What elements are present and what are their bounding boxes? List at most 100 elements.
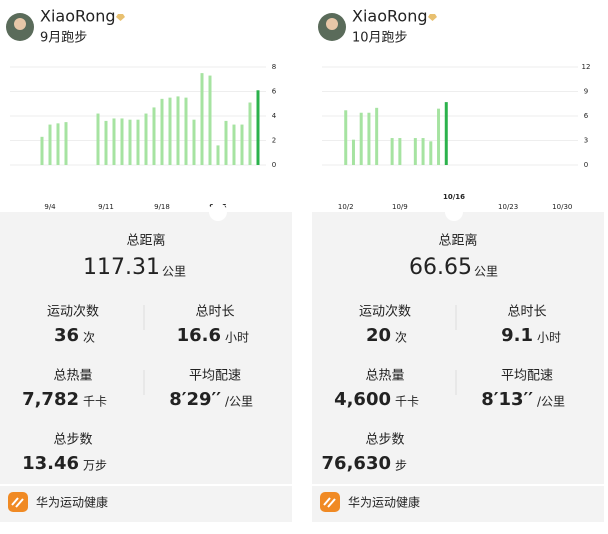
bar xyxy=(248,102,252,165)
bar xyxy=(184,97,188,165)
app-logo-mark xyxy=(11,497,24,508)
x-tick-label: 10/23 xyxy=(498,203,518,211)
x-tick-label: 10/16 xyxy=(443,193,465,201)
total-value: 117.31 xyxy=(83,255,160,280)
x-tick-label: 10/30 xyxy=(552,203,572,211)
bar xyxy=(104,120,108,165)
stat-unit: /公里 xyxy=(225,395,253,409)
y-tick-label: 12 xyxy=(582,63,591,71)
stat-label: 总步数 xyxy=(365,433,404,448)
y-tick-label: 4 xyxy=(272,112,277,120)
y-tick-label: 6 xyxy=(272,88,277,96)
bar xyxy=(136,119,140,165)
bar xyxy=(224,120,228,165)
stat-value: 20 xyxy=(366,325,391,346)
stat-label: 总热量 xyxy=(53,369,92,384)
bar xyxy=(375,107,379,165)
app-name: 华为运动健康 xyxy=(36,495,108,510)
bar xyxy=(64,122,68,165)
bar xyxy=(216,145,220,165)
bar xyxy=(390,138,394,165)
bar xyxy=(421,138,425,165)
bar xyxy=(351,139,355,165)
total-label: 总距离 xyxy=(438,233,477,249)
bar xyxy=(444,102,448,165)
stat-value: 16.6 xyxy=(177,325,221,346)
bar xyxy=(344,110,348,165)
stat-label: 运动次数 xyxy=(47,304,99,320)
stat-value: 13.46 xyxy=(22,453,79,474)
bar xyxy=(398,138,402,165)
stat-unit: 千卡 xyxy=(83,395,107,409)
stat-label: 平均配速 xyxy=(189,369,241,384)
bar xyxy=(240,124,244,165)
bar xyxy=(208,75,212,165)
bar xyxy=(176,96,180,165)
avatar-face xyxy=(14,18,26,30)
stat-value: 8′29′′ xyxy=(169,389,221,410)
stat-label: 总时长 xyxy=(195,305,234,320)
y-tick-label: 6 xyxy=(584,112,589,120)
bar xyxy=(200,73,204,165)
stat-unit: 万步 xyxy=(83,459,107,473)
bar xyxy=(40,136,44,165)
y-tick-label: 0 xyxy=(272,161,276,169)
vip-icon xyxy=(116,14,125,21)
month-title: 10月跑步 xyxy=(352,31,408,46)
bar xyxy=(429,141,433,165)
bar xyxy=(367,112,371,165)
bar xyxy=(56,123,60,165)
summary-card xyxy=(312,212,604,522)
selection-notch xyxy=(445,203,463,221)
stat-value: 8′13′′ xyxy=(481,389,533,410)
bar xyxy=(144,113,148,165)
bar xyxy=(128,119,132,165)
app-logo xyxy=(320,492,340,512)
x-tick-label: 9/18 xyxy=(154,203,170,211)
y-tick-label: 9 xyxy=(584,88,588,96)
stat-unit: 次 xyxy=(83,331,95,345)
month-title: 9月跑步 xyxy=(40,31,87,46)
stat-unit: /公里 xyxy=(537,395,565,409)
bar xyxy=(232,124,236,165)
avatar-face xyxy=(326,18,338,30)
stat-value: 36 xyxy=(54,325,79,346)
total-unit: 公里 xyxy=(162,265,186,279)
app-logo-mark xyxy=(323,497,336,508)
x-tick-label: 10/9 xyxy=(392,203,408,211)
stat-label: 平均配速 xyxy=(501,369,553,384)
stat-unit: 小时 xyxy=(225,331,249,345)
stat-label: 总时长 xyxy=(507,305,546,320)
bar xyxy=(168,97,172,165)
x-tick-label: 9/4 xyxy=(44,203,56,211)
stat-value: 7,782 xyxy=(22,389,79,410)
x-tick-label: 9/11 xyxy=(98,203,114,211)
stat-label: 总热量 xyxy=(365,369,404,384)
bar xyxy=(152,107,156,165)
stat-value: 76,630 xyxy=(322,453,391,474)
bar xyxy=(256,90,260,165)
app-logo xyxy=(8,492,28,512)
vip-icon xyxy=(428,14,437,21)
x-tick-label: 10/2 xyxy=(338,203,354,211)
bar xyxy=(160,98,164,165)
summary-card xyxy=(0,212,292,522)
bar xyxy=(359,112,363,165)
app-name: 华为运动健康 xyxy=(348,495,420,510)
total-label: 总距离 xyxy=(126,233,165,249)
stat-label: 运动次数 xyxy=(359,304,411,320)
y-tick-label: 0 xyxy=(584,161,588,169)
user-name: XiaoRong xyxy=(40,7,115,26)
bar xyxy=(437,108,441,165)
bar xyxy=(48,124,52,165)
user-name: XiaoRong xyxy=(352,7,427,26)
bar xyxy=(413,138,417,165)
stat-value: 9.1 xyxy=(501,325,533,346)
bar xyxy=(112,118,116,165)
y-tick-label: 2 xyxy=(272,137,276,145)
bar xyxy=(96,113,100,165)
bar xyxy=(120,118,124,165)
total-unit: 公里 xyxy=(474,265,498,279)
total-value: 66.65 xyxy=(409,255,472,280)
